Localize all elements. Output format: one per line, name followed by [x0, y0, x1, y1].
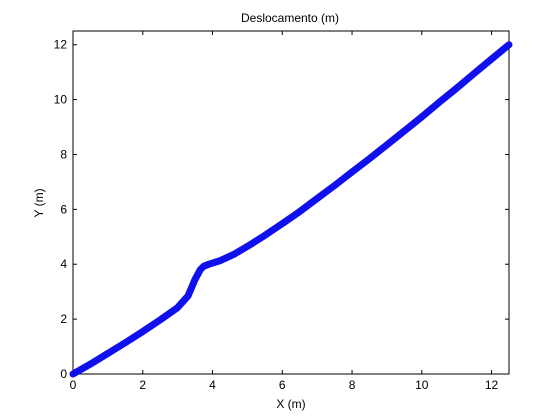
x-tick-label: 10 [415, 378, 429, 392]
y-tick-label: 4 [60, 257, 67, 271]
x-axis-ticks: 0 2 4 6 8 10 12 [70, 31, 499, 392]
series-line-1 [69, 41, 513, 378]
x-tick-label: 0 [70, 378, 77, 392]
y-axis-ticks: 0 2 4 6 8 10 12 [54, 38, 509, 381]
chart-title: Deslocamento (m) [241, 11, 339, 25]
y-tick-label: 6 [60, 202, 67, 216]
x-tick-label: 4 [209, 378, 216, 392]
y-tick-label: 8 [60, 147, 67, 161]
y-axis-label: Y (m) [32, 188, 46, 217]
x-tick-label: 12 [485, 378, 499, 392]
y-tick-label: 10 [54, 93, 68, 107]
y-tick-label: 0 [60, 367, 67, 381]
plot-area [72, 30, 510, 375]
y-tick-label: 12 [54, 38, 68, 52]
x-tick-label: 2 [139, 378, 146, 392]
x-tick-label: 6 [279, 378, 286, 392]
series-layer [69, 41, 513, 378]
y-tick-label: 2 [60, 312, 67, 326]
x-axis-label: X (m) [276, 397, 305, 411]
x-tick-label: 8 [349, 378, 356, 392]
